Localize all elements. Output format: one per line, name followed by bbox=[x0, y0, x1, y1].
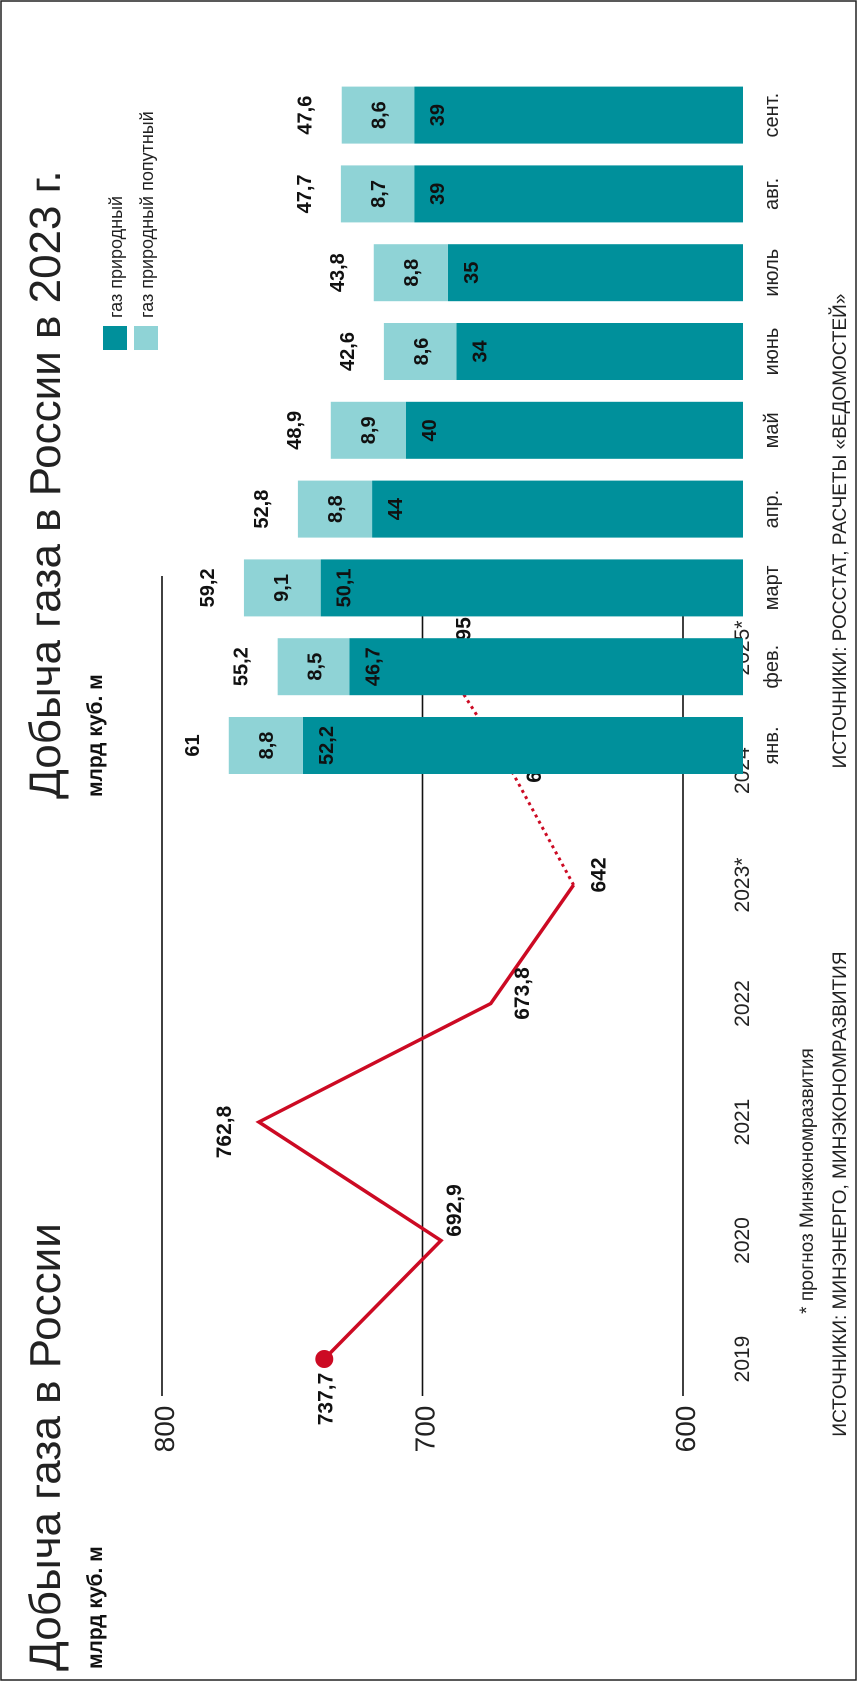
bar-associated-label: 8,5 bbox=[305, 653, 327, 681]
bar-chart-legend: газ природный газ природный попутный bbox=[103, 111, 158, 350]
bar-associated bbox=[330, 401, 406, 459]
x-tick-label: 2022 bbox=[731, 980, 754, 1027]
bar-natural-label: 52,2 bbox=[316, 726, 338, 765]
bar-natural bbox=[456, 323, 743, 380]
bar-category-label: сент. bbox=[761, 93, 783, 138]
bar-associated-label: 8,6 bbox=[369, 101, 391, 129]
bar-natural bbox=[372, 480, 743, 538]
bar-associated-label: 8,9 bbox=[358, 416, 380, 444]
legend-swatch-natural bbox=[103, 326, 127, 350]
y-tick-label: 600 bbox=[670, 1406, 701, 1453]
bar-total-label: 43,8 bbox=[327, 253, 349, 292]
line-value-label: 762,8 bbox=[213, 1105, 236, 1158]
legend-swatch-associated bbox=[134, 326, 158, 350]
bar-natural bbox=[302, 717, 743, 774]
bar-associated bbox=[383, 323, 457, 380]
bar-natural bbox=[414, 165, 743, 223]
bar-associated bbox=[243, 559, 321, 617]
bar-natural-label: 50,1 bbox=[334, 568, 356, 607]
line-value-label: 737,7 bbox=[314, 1373, 337, 1426]
line-chart-source: ИСТОЧНИКИ: МИНЭНЕРГО, МИНЭКОНОМРАЗВИТИЯ bbox=[830, 951, 851, 1436]
x-tick-label: 2020 bbox=[731, 1217, 754, 1264]
line-chart-title: Добыча газа в России bbox=[21, 1223, 70, 1671]
bar-natural bbox=[414, 86, 743, 144]
bar-associated bbox=[297, 480, 373, 538]
bar-natural-label: 40 bbox=[419, 419, 441, 441]
bar-associated-label: 8,7 bbox=[368, 180, 390, 208]
legend-label-associated: газ природный попутный bbox=[137, 111, 157, 318]
line-chart-unit: млрд куб. м bbox=[84, 1546, 107, 1669]
bar-natural-label: 46,7 bbox=[362, 647, 384, 686]
x-tick-label: 2023* bbox=[731, 858, 754, 913]
bar-category-label: май bbox=[761, 412, 783, 448]
legend-label-natural: газ природный bbox=[106, 196, 126, 318]
bar-total-label: 47,6 bbox=[295, 96, 317, 135]
bar-associated bbox=[373, 244, 448, 302]
line-value-label: 673,8 bbox=[511, 967, 534, 1020]
bar-natural-label: 39 bbox=[427, 183, 449, 205]
bar-associated bbox=[340, 165, 415, 223]
bar-total-label: 42,6 bbox=[337, 332, 359, 371]
bar-natural bbox=[405, 401, 743, 459]
y-tick-label: 700 bbox=[410, 1406, 441, 1453]
bar-associated bbox=[341, 86, 415, 144]
bar-associated-label: 8,6 bbox=[411, 338, 433, 366]
bar-category-label: фев. bbox=[761, 645, 783, 689]
bar-category-label: июнь bbox=[761, 328, 783, 376]
y-tick-label: 800 bbox=[149, 1406, 180, 1453]
line-chart-footnote: * прогноз Минэкономразвития bbox=[797, 1048, 818, 1314]
x-tick-label: 2019 bbox=[731, 1336, 754, 1383]
bar-total-label: 55,2 bbox=[231, 647, 253, 686]
bar-total-label: 59,2 bbox=[197, 568, 219, 607]
bar-natural-label: 44 bbox=[385, 497, 407, 520]
bar-chart-title: Добыча газа в России в 2023 г. bbox=[21, 170, 70, 799]
x-tick-label: 2021 bbox=[731, 1099, 754, 1146]
bar-category-label: март bbox=[761, 566, 783, 611]
bar-chart-bars: 52,2 8,8 61 янв. 46,7 8,5 55,2 фев. 50,1 9,1 59,2 м… bbox=[182, 86, 783, 774]
bar-natural-label: 34 bbox=[469, 340, 491, 363]
bar-total-label: 47,7 bbox=[294, 174, 316, 213]
bar-associated-label: 8,8 bbox=[325, 495, 347, 523]
bar-category-label: авг. bbox=[761, 178, 783, 210]
bar-associated-label: 9,1 bbox=[271, 574, 293, 602]
bar-total-label: 61 bbox=[182, 734, 204, 756]
bar-associated-label: 8,8 bbox=[401, 259, 423, 287]
bar-natural bbox=[320, 559, 743, 617]
bar-category-label: янв. bbox=[761, 726, 783, 764]
bar-total-label: 52,8 bbox=[251, 490, 273, 529]
bar-natural bbox=[447, 244, 743, 302]
actual-series-line bbox=[255, 883, 576, 1361]
line-chart-y-ticks: 600 700 800 bbox=[149, 1406, 701, 1453]
bar-chart-panel: Добыча газа в России в 2023 г. млрд куб.… bbox=[21, 86, 851, 799]
bar-chart-unit: млрд куб. м bbox=[84, 674, 107, 797]
bar-category-label: июль bbox=[761, 249, 783, 297]
line-value-label: 692,9 bbox=[443, 1184, 466, 1237]
bar-associated bbox=[277, 638, 350, 696]
bar-category-label: апр. bbox=[761, 490, 783, 529]
bar-natural-label: 39 bbox=[427, 104, 449, 126]
bar-associated bbox=[228, 717, 303, 774]
bar-natural-label: 35 bbox=[461, 262, 483, 284]
line-value-label: 642 bbox=[588, 857, 611, 892]
bar-chart-source: ИСТОЧНИКИ: РОССТАТ, РАСЧЕТЫ «ВЕДОМОСТЕЙ» bbox=[829, 294, 851, 769]
start-point-marker bbox=[315, 1350, 334, 1368]
bar-associated-label: 8,8 bbox=[256, 732, 278, 760]
bar-natural bbox=[349, 638, 743, 696]
bar-total-label: 48,9 bbox=[284, 411, 306, 450]
